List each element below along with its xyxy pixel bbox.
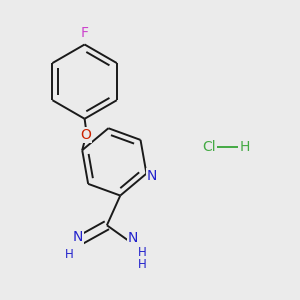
Text: N: N bbox=[73, 230, 83, 244]
Text: H: H bbox=[138, 258, 146, 271]
Text: H: H bbox=[239, 140, 250, 154]
Text: O: O bbox=[81, 128, 92, 142]
Text: H: H bbox=[138, 246, 146, 259]
Text: N: N bbox=[147, 169, 157, 183]
Text: Cl: Cl bbox=[202, 140, 216, 154]
Text: H: H bbox=[65, 248, 74, 262]
Text: F: F bbox=[81, 26, 88, 40]
Text: N: N bbox=[128, 231, 138, 245]
